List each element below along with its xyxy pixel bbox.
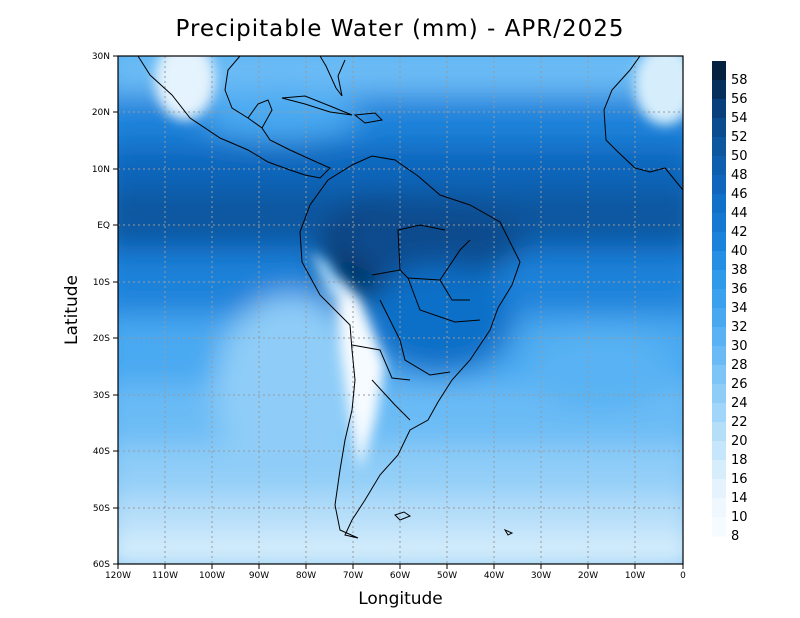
x-tick-label: 100W bbox=[199, 571, 225, 581]
colorbar-swatch bbox=[712, 232, 726, 252]
colorbar-swatch bbox=[712, 137, 726, 157]
colorbar-swatch bbox=[712, 289, 726, 309]
x-tick-label: 30W bbox=[531, 571, 551, 581]
yucatan-outline bbox=[247, 99, 273, 129]
colorbar-label: 32 bbox=[731, 320, 748, 335]
florida-outline bbox=[319, 56, 346, 97]
colorbar-label: 48 bbox=[731, 168, 748, 183]
colorbar-label: 38 bbox=[731, 263, 748, 278]
colorbar-label: 24 bbox=[731, 396, 748, 411]
y-tick-labels: 30N 20N 10N EQ 10S 20S 30S 40S 50S 60S bbox=[92, 52, 110, 570]
colorbar-label: 20 bbox=[731, 434, 748, 449]
south-america-outline bbox=[299, 155, 521, 539]
colorbar: 58 56 54 52 50 48 46 44 42 40 38 36 34 32 30 28 26 24 22 20… bbox=[712, 61, 748, 544]
x-tick-label: 110W bbox=[152, 571, 178, 581]
brazil-borders bbox=[351, 224, 481, 421]
colorbar-swatch bbox=[712, 156, 726, 176]
colorbar-swatch bbox=[712, 403, 726, 423]
y-tick-label: 30N bbox=[92, 52, 110, 62]
x-tick-labels: 120W 110W 100W 90W 80W 70W 60W 50W 40W 3… bbox=[105, 571, 686, 581]
y-tick-label: 10S bbox=[93, 278, 110, 288]
tick-marks bbox=[113, 55, 684, 569]
colorbar-label: 40 bbox=[731, 244, 748, 259]
colorbar-swatch bbox=[712, 270, 726, 290]
central-america-outline bbox=[137, 56, 331, 179]
colorbar-swatch bbox=[712, 61, 726, 81]
falklands-outline bbox=[394, 511, 412, 521]
colorbar-label: 10 bbox=[731, 510, 748, 525]
y-tick-label: 30S bbox=[93, 391, 110, 401]
colorbar-swatch bbox=[712, 422, 726, 442]
colorbar-label: 54 bbox=[731, 111, 748, 126]
y-tick-label: 50S bbox=[93, 504, 110, 514]
colorbar-label: 44 bbox=[731, 206, 748, 221]
colorbar-label: 42 bbox=[731, 225, 748, 240]
x-tick-label: 10W bbox=[625, 571, 645, 581]
colorbar-label: 8 bbox=[731, 529, 739, 544]
colorbar-swatch bbox=[712, 327, 726, 347]
africa-outline bbox=[603, 56, 683, 191]
colorbar-label: 30 bbox=[731, 339, 748, 354]
colorbar-swatch bbox=[712, 175, 726, 195]
x-tick-label: 40W bbox=[484, 571, 504, 581]
chart-title: Precipitable Water (mm) - APR/2025 bbox=[175, 16, 625, 42]
colorbar-label: 18 bbox=[731, 453, 748, 468]
x-tick-label: 0 bbox=[680, 571, 686, 581]
colorbar-label: 36 bbox=[731, 282, 748, 297]
colorbar-swatch bbox=[712, 365, 726, 385]
x-tick-label: 90W bbox=[249, 571, 269, 581]
colorbar-swatch bbox=[712, 213, 726, 233]
hispaniola-outline bbox=[353, 112, 384, 124]
colorbar-swatch bbox=[712, 346, 726, 366]
colorbar-label: 16 bbox=[731, 472, 748, 487]
y-tick-label: 60S bbox=[93, 560, 110, 570]
grid-lines bbox=[118, 56, 683, 564]
x-tick-label: 120W bbox=[105, 571, 131, 581]
colorbar-swatch bbox=[712, 460, 726, 480]
colorbar-swatch bbox=[712, 80, 726, 100]
x-axis-label: Longitude bbox=[358, 589, 443, 609]
colorbar-label: 26 bbox=[731, 377, 748, 392]
colorbar-label: 46 bbox=[731, 187, 748, 202]
colorbar-label: 34 bbox=[731, 301, 748, 316]
x-tick-label: 20W bbox=[578, 571, 598, 581]
colorbar-swatch bbox=[712, 479, 726, 499]
y-tick-label: 10N bbox=[92, 165, 110, 175]
colorbar-swatch bbox=[712, 251, 726, 271]
coastlines bbox=[137, 56, 683, 539]
colorbar-swatch bbox=[712, 99, 726, 119]
colorbar-label: 52 bbox=[731, 130, 748, 145]
colorbar-swatch bbox=[712, 517, 726, 537]
colorbar-swatch bbox=[712, 194, 726, 214]
colorbar-swatch bbox=[712, 308, 726, 328]
colorbar-label: 22 bbox=[731, 415, 748, 430]
south-georgia-outline bbox=[503, 528, 514, 536]
colorbar-label: 50 bbox=[731, 149, 748, 164]
colorbar-label: 14 bbox=[731, 491, 748, 506]
cuba-outline bbox=[281, 95, 353, 116]
y-tick-label: EQ bbox=[97, 221, 110, 231]
colorbar-swatch bbox=[712, 498, 726, 518]
y-tick-label: 20S bbox=[93, 334, 110, 344]
y-tick-label: 20N bbox=[92, 108, 110, 118]
y-tick-label: 40S bbox=[93, 447, 110, 457]
x-tick-label: 50W bbox=[437, 571, 457, 581]
colorbar-swatch bbox=[712, 441, 726, 461]
colorbar-swatch bbox=[712, 384, 726, 404]
colorbar-swatch bbox=[712, 118, 726, 138]
x-tick-label: 80W bbox=[296, 571, 316, 581]
x-tick-label: 70W bbox=[343, 571, 363, 581]
colorbar-label: 56 bbox=[731, 92, 748, 107]
colorbar-label: 28 bbox=[731, 358, 748, 373]
x-tick-label: 60W bbox=[390, 571, 410, 581]
colorbar-label: 58 bbox=[731, 73, 748, 88]
